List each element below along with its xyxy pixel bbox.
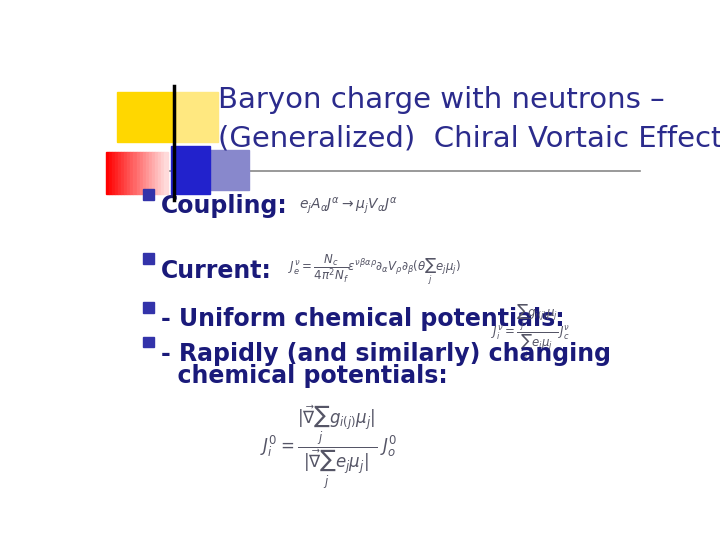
Bar: [106, 152, 109, 194]
Bar: [152, 152, 155, 194]
Bar: [158, 152, 161, 194]
Text: Coupling:: Coupling:: [161, 194, 288, 218]
Bar: [210, 150, 249, 190]
Bar: [161, 152, 164, 194]
Bar: [171, 146, 210, 194]
Bar: [155, 152, 158, 194]
Bar: [143, 152, 145, 194]
Text: Baryon charge with neutrons –: Baryon charge with neutrons –: [218, 86, 665, 114]
Text: - Uniform chemical potentials:: - Uniform chemical potentials:: [161, 307, 565, 332]
Bar: [118, 152, 121, 194]
Text: chemical potentials:: chemical potentials:: [161, 363, 448, 388]
Text: - Rapidly (and similarly) changing: - Rapidly (and similarly) changing: [161, 342, 611, 366]
Bar: [140, 152, 143, 194]
Text: (Generalized)  Chiral Vortaic Effect: (Generalized) Chiral Vortaic Effect: [218, 125, 720, 153]
Text: Current:: Current:: [161, 259, 272, 283]
Bar: [127, 152, 130, 194]
Text: $J_i^0 = \dfrac{|\vec{\nabla}\sum_j g_{i(j)}\mu_j|}{|\vec{\nabla}\sum_j e_j\mu_j: $J_i^0 = \dfrac{|\vec{\nabla}\sum_j g_{i…: [261, 403, 397, 491]
Bar: [133, 152, 137, 194]
Bar: [114, 152, 118, 194]
Text: $J_i^\nu = \dfrac{\sum_j g_{i(j)}\mu_j}{\sum_j e_j \mu_j}\, J_c^\nu$: $J_i^\nu = \dfrac{\sum_j g_{i(j)}\mu_j}{…: [492, 303, 571, 363]
Bar: [164, 152, 168, 194]
Bar: [143, 336, 153, 347]
Bar: [149, 152, 152, 194]
Bar: [112, 152, 114, 194]
Text: $e_j A_\alpha J^\alpha \rightarrow \mu_j V_\alpha J^\alpha$: $e_j A_\alpha J^\alpha \rightarrow \mu_j…: [300, 195, 397, 216]
Bar: [109, 152, 112, 194]
Bar: [145, 152, 149, 194]
Bar: [130, 152, 133, 194]
Bar: [175, 92, 218, 142]
Bar: [121, 152, 124, 194]
Bar: [137, 152, 140, 194]
Bar: [143, 302, 153, 313]
Bar: [143, 189, 153, 200]
Bar: [124, 152, 127, 194]
Text: $J_e^\nu = \dfrac{N_c}{4\pi^2 N_f}\varepsilon^{\nu\beta\alpha\rho}\partial_\alph: $J_e^\nu = \dfrac{N_c}{4\pi^2 N_f}\varep…: [287, 253, 461, 287]
Bar: [143, 253, 153, 264]
